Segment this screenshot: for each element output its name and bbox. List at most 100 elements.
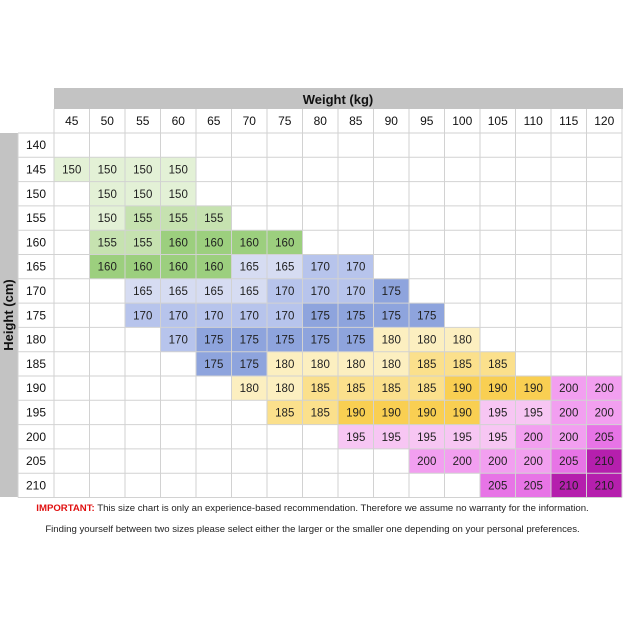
size-cell: [515, 448, 551, 474]
size-cell: [267, 230, 303, 255]
weight-tick-label: 60: [172, 114, 186, 128]
size-cell: [267, 351, 303, 376]
size-cell: [267, 327, 303, 352]
size-cell: [480, 376, 516, 401]
size-value: 185: [382, 383, 401, 395]
size-cell: [373, 400, 409, 425]
sizing-note: Finding yourself between two sizes pleas…: [45, 524, 580, 535]
size-cell: [515, 400, 551, 425]
weight-tick-labels: 45 50 55 60 65 70 75 80 85 90 95 100 105 110 115 120: [65, 114, 615, 128]
size-value: 200: [417, 456, 436, 468]
size-cell: [586, 400, 622, 425]
size-value: 180: [453, 335, 472, 347]
size-cell: [444, 400, 480, 425]
size-cell: [302, 376, 338, 401]
size-cell: [89, 254, 125, 279]
size-value: 175: [204, 359, 223, 371]
size-cell: [125, 278, 161, 304]
size-value: 185: [311, 383, 330, 395]
size-value: 200: [453, 456, 472, 468]
size-cell: [196, 254, 232, 279]
size-value: 150: [169, 164, 188, 176]
size-cell: [125, 157, 161, 182]
height-tick-label: 160: [26, 235, 46, 249]
size-value: 170: [204, 310, 223, 322]
height-tick-label: 150: [26, 187, 46, 201]
weight-tick-label: 120: [594, 114, 614, 128]
size-cell: [302, 278, 338, 304]
height-tick-label: 195: [26, 405, 46, 419]
size-value: 175: [346, 310, 365, 322]
size-cell: [267, 303, 303, 328]
size-cell: [302, 254, 338, 279]
size-cell: [267, 254, 303, 279]
size-cell: [89, 157, 125, 182]
size-value: 150: [169, 189, 188, 201]
weight-tick-label: 95: [420, 114, 434, 128]
size-cell: [89, 230, 125, 255]
height-tick-label: 200: [26, 430, 46, 444]
size-value: 200: [524, 456, 543, 468]
size-cell: [586, 473, 622, 498]
size-cell: [196, 278, 232, 304]
size-cell: [409, 376, 445, 401]
size-value: 175: [382, 286, 401, 298]
size-value: 165: [240, 262, 259, 274]
size-value: 205: [595, 432, 614, 444]
size-value: 155: [133, 213, 152, 225]
size-value: 190: [417, 407, 436, 419]
size-value: 160: [169, 237, 188, 249]
size-value: 200: [524, 432, 543, 444]
size-value: 180: [240, 383, 259, 395]
size-cell: [196, 327, 232, 352]
size-cell: [373, 278, 409, 304]
size-cell: [444, 448, 480, 474]
size-cell: [480, 473, 516, 498]
height-tick-label: 140: [26, 138, 46, 152]
weight-tick-label: 115: [559, 114, 578, 128]
size-cell: [231, 351, 267, 376]
size-value: 185: [275, 407, 294, 419]
size-cells: 150 150 150 150 150 150 150 150 155 155 155 155 155 1…: [54, 157, 622, 498]
size-value: 175: [240, 335, 259, 347]
size-cell: [125, 181, 161, 206]
size-value: 175: [311, 310, 330, 322]
height-tick-label: 170: [26, 284, 46, 298]
size-cell: [338, 400, 374, 425]
size-value: 175: [311, 335, 330, 347]
size-value: 200: [595, 383, 614, 395]
size-cell: [373, 327, 409, 352]
weight-tick-label: 65: [207, 114, 221, 128]
size-cell: [231, 254, 267, 279]
size-value: 210: [595, 480, 614, 492]
weight-tick-label: 85: [349, 114, 363, 128]
size-value: 185: [346, 383, 365, 395]
size-cell: [125, 230, 161, 255]
height-tick-label: 205: [26, 454, 46, 468]
size-cell: [338, 424, 374, 449]
size-cell: [160, 205, 196, 231]
size-value: 150: [62, 164, 81, 176]
important-note: IMPORTANT: This size chart is only an ex…: [0, 503, 625, 514]
size-cell: [409, 448, 445, 474]
weight-tick-label: 55: [136, 114, 150, 128]
size-value: 200: [488, 456, 507, 468]
size-value: 195: [417, 432, 436, 444]
size-value: 170: [133, 310, 152, 322]
size-value: 165: [204, 286, 223, 298]
size-value: 150: [98, 164, 117, 176]
size-cell: [196, 351, 232, 376]
size-cell: [125, 303, 161, 328]
size-value: 195: [453, 432, 472, 444]
weight-tick-label: 90: [385, 114, 399, 128]
size-value: 150: [133, 189, 152, 201]
size-value: 160: [169, 262, 188, 274]
size-cell: [160, 157, 196, 182]
weight-tick-label: 75: [278, 114, 292, 128]
weight-header-bar: [54, 88, 623, 109]
size-value: 165: [275, 262, 294, 274]
size-cell: [338, 351, 374, 376]
size-value: 160: [204, 262, 223, 274]
size-value: 170: [311, 286, 330, 298]
size-cell: [160, 303, 196, 328]
